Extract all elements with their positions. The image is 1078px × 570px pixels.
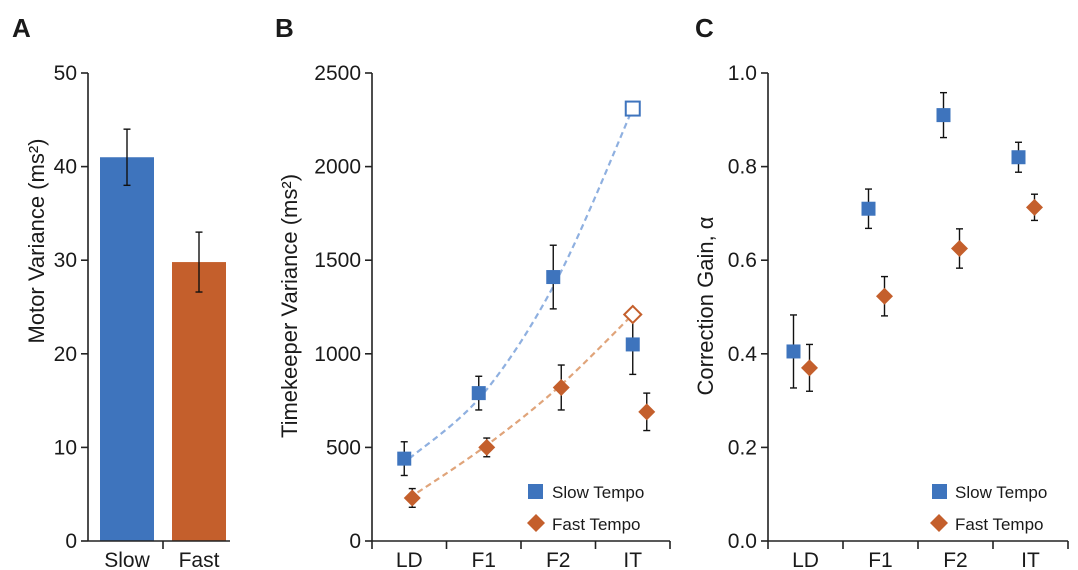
panel-b-predicted-fast — [622, 304, 643, 325]
panel-a-xtick-label: Fast — [179, 549, 220, 570]
panel-a-bar-slow — [100, 157, 154, 542]
panel-b-ytick-label: 2500 — [314, 62, 361, 85]
panel-b-xtick-label: IT — [623, 549, 642, 570]
panel-b-point-fast-ld — [403, 489, 421, 507]
panel-c-legend-fast-marker — [930, 514, 948, 532]
panel-b-point-slow-f2 — [546, 270, 561, 285]
panel-b-scatter-chart: Timekeeper Variance (ms²) 0 500 1000 1500 20… — [277, 62, 671, 570]
panel-a-ytick-label: 10 — [54, 436, 77, 459]
panel-c-legend: Slow Tempo Fast Tempo — [930, 483, 1047, 534]
panel-c-point-slow-f2 — [936, 108, 951, 123]
panel-a-ytick-label: 50 — [54, 62, 77, 85]
panel-b-legend-slow-label: Slow Tempo — [552, 483, 644, 502]
panel-a-ytick-label: 0 — [65, 530, 77, 553]
panel-b-fit-curve-fast — [408, 313, 634, 499]
panel-c-legend-slow-marker — [932, 484, 947, 499]
panel-b-fit-curve-slow — [408, 108, 634, 460]
panel-a-ylabel: Motor Variance (ms²) — [24, 139, 49, 344]
panel-c-legend-slow-label: Slow Tempo — [955, 483, 1047, 502]
panel-c-ylabel: Correction Gain, α — [693, 216, 718, 395]
panel-c-legend-fast-label: Fast Tempo — [955, 515, 1044, 534]
panel-b-ylabel: Timekeeper Variance (ms²) — [277, 174, 302, 438]
panel-b-ytick-label: 2000 — [314, 156, 361, 179]
panel-c-ytick-label: 0.6 — [728, 249, 757, 272]
panel-b-ytick-label: 1000 — [314, 343, 361, 366]
panel-c-point-fast-it — [1026, 198, 1043, 216]
panel-a-ytick-label: 20 — [54, 343, 77, 366]
panel-b-ytick-label: 500 — [326, 436, 361, 459]
panel-c-ytick-label: 0.4 — [728, 343, 758, 366]
panel-a-bar-fast — [172, 262, 226, 541]
panel-c-point-slow-it — [1011, 150, 1026, 165]
panel-c-ytick-label: 1.0 — [728, 62, 757, 85]
panel-c-ytick-label: 0.2 — [728, 436, 757, 459]
panel-c-letter: C — [695, 13, 714, 43]
panel-c-point-fast-ld — [801, 359, 818, 377]
panel-b-legend-fast-label: Fast Tempo — [552, 515, 641, 534]
panel-b-xtick-label: LD — [396, 549, 423, 570]
panel-b-ytick-label: 1500 — [314, 249, 361, 272]
panel-c-xtick-label: F1 — [868, 549, 893, 570]
panel-c-point-slow-f1 — [861, 201, 876, 216]
panel-b-point-fast-f2 — [552, 378, 570, 396]
panel-c-xtick-label: LD — [792, 549, 819, 570]
panel-b-point-slow-ld — [397, 451, 412, 466]
panel-b-ytick-label: 0 — [349, 530, 361, 553]
panel-a-ytick-label: 40 — [54, 156, 77, 179]
panel-a-bar-chart: Motor Variance (ms²) 0 10 20 30 40 50 Slow Fas… — [24, 62, 230, 570]
panel-b-xtick-label: F2 — [546, 549, 571, 570]
panel-b-point-slow-f1 — [471, 386, 486, 401]
panel-c-ytick-label: 0.0 — [728, 530, 757, 553]
panel-b-legend-slow-marker — [528, 484, 543, 499]
panel-c-point-slow-ld — [786, 344, 801, 359]
panel-c-xtick-label: F2 — [943, 549, 968, 570]
panel-c-point-fast-f1 — [876, 287, 893, 305]
panel-b-xtick-label: F1 — [471, 549, 496, 570]
panel-b-point-slow-it — [625, 337, 640, 352]
panel-a-letter: A — [12, 13, 31, 43]
panel-a-ytick-label: 30 — [54, 249, 77, 272]
panel-c-ytick-label: 0.8 — [728, 156, 757, 179]
panel-c-scatter-chart: Correction Gain, α 0.0 0.2 0.4 0.6 0.8 1.0 LD… — [693, 62, 1069, 570]
panel-b-predicted-slow — [624, 100, 641, 117]
panel-a-xtick-label: Slow — [104, 549, 150, 570]
panel-b-legend-fast-marker — [527, 514, 545, 532]
panel-c-point-fast-f2 — [951, 240, 968, 257]
panel-b-legend: Slow Tempo Fast Tempo — [527, 483, 644, 534]
panel-b-point-fast-it — [638, 403, 656, 421]
panel-c-xtick-label: IT — [1021, 549, 1040, 570]
panel-b-point-fast-f1 — [478, 438, 496, 456]
panel-b-letter: B — [275, 13, 294, 43]
